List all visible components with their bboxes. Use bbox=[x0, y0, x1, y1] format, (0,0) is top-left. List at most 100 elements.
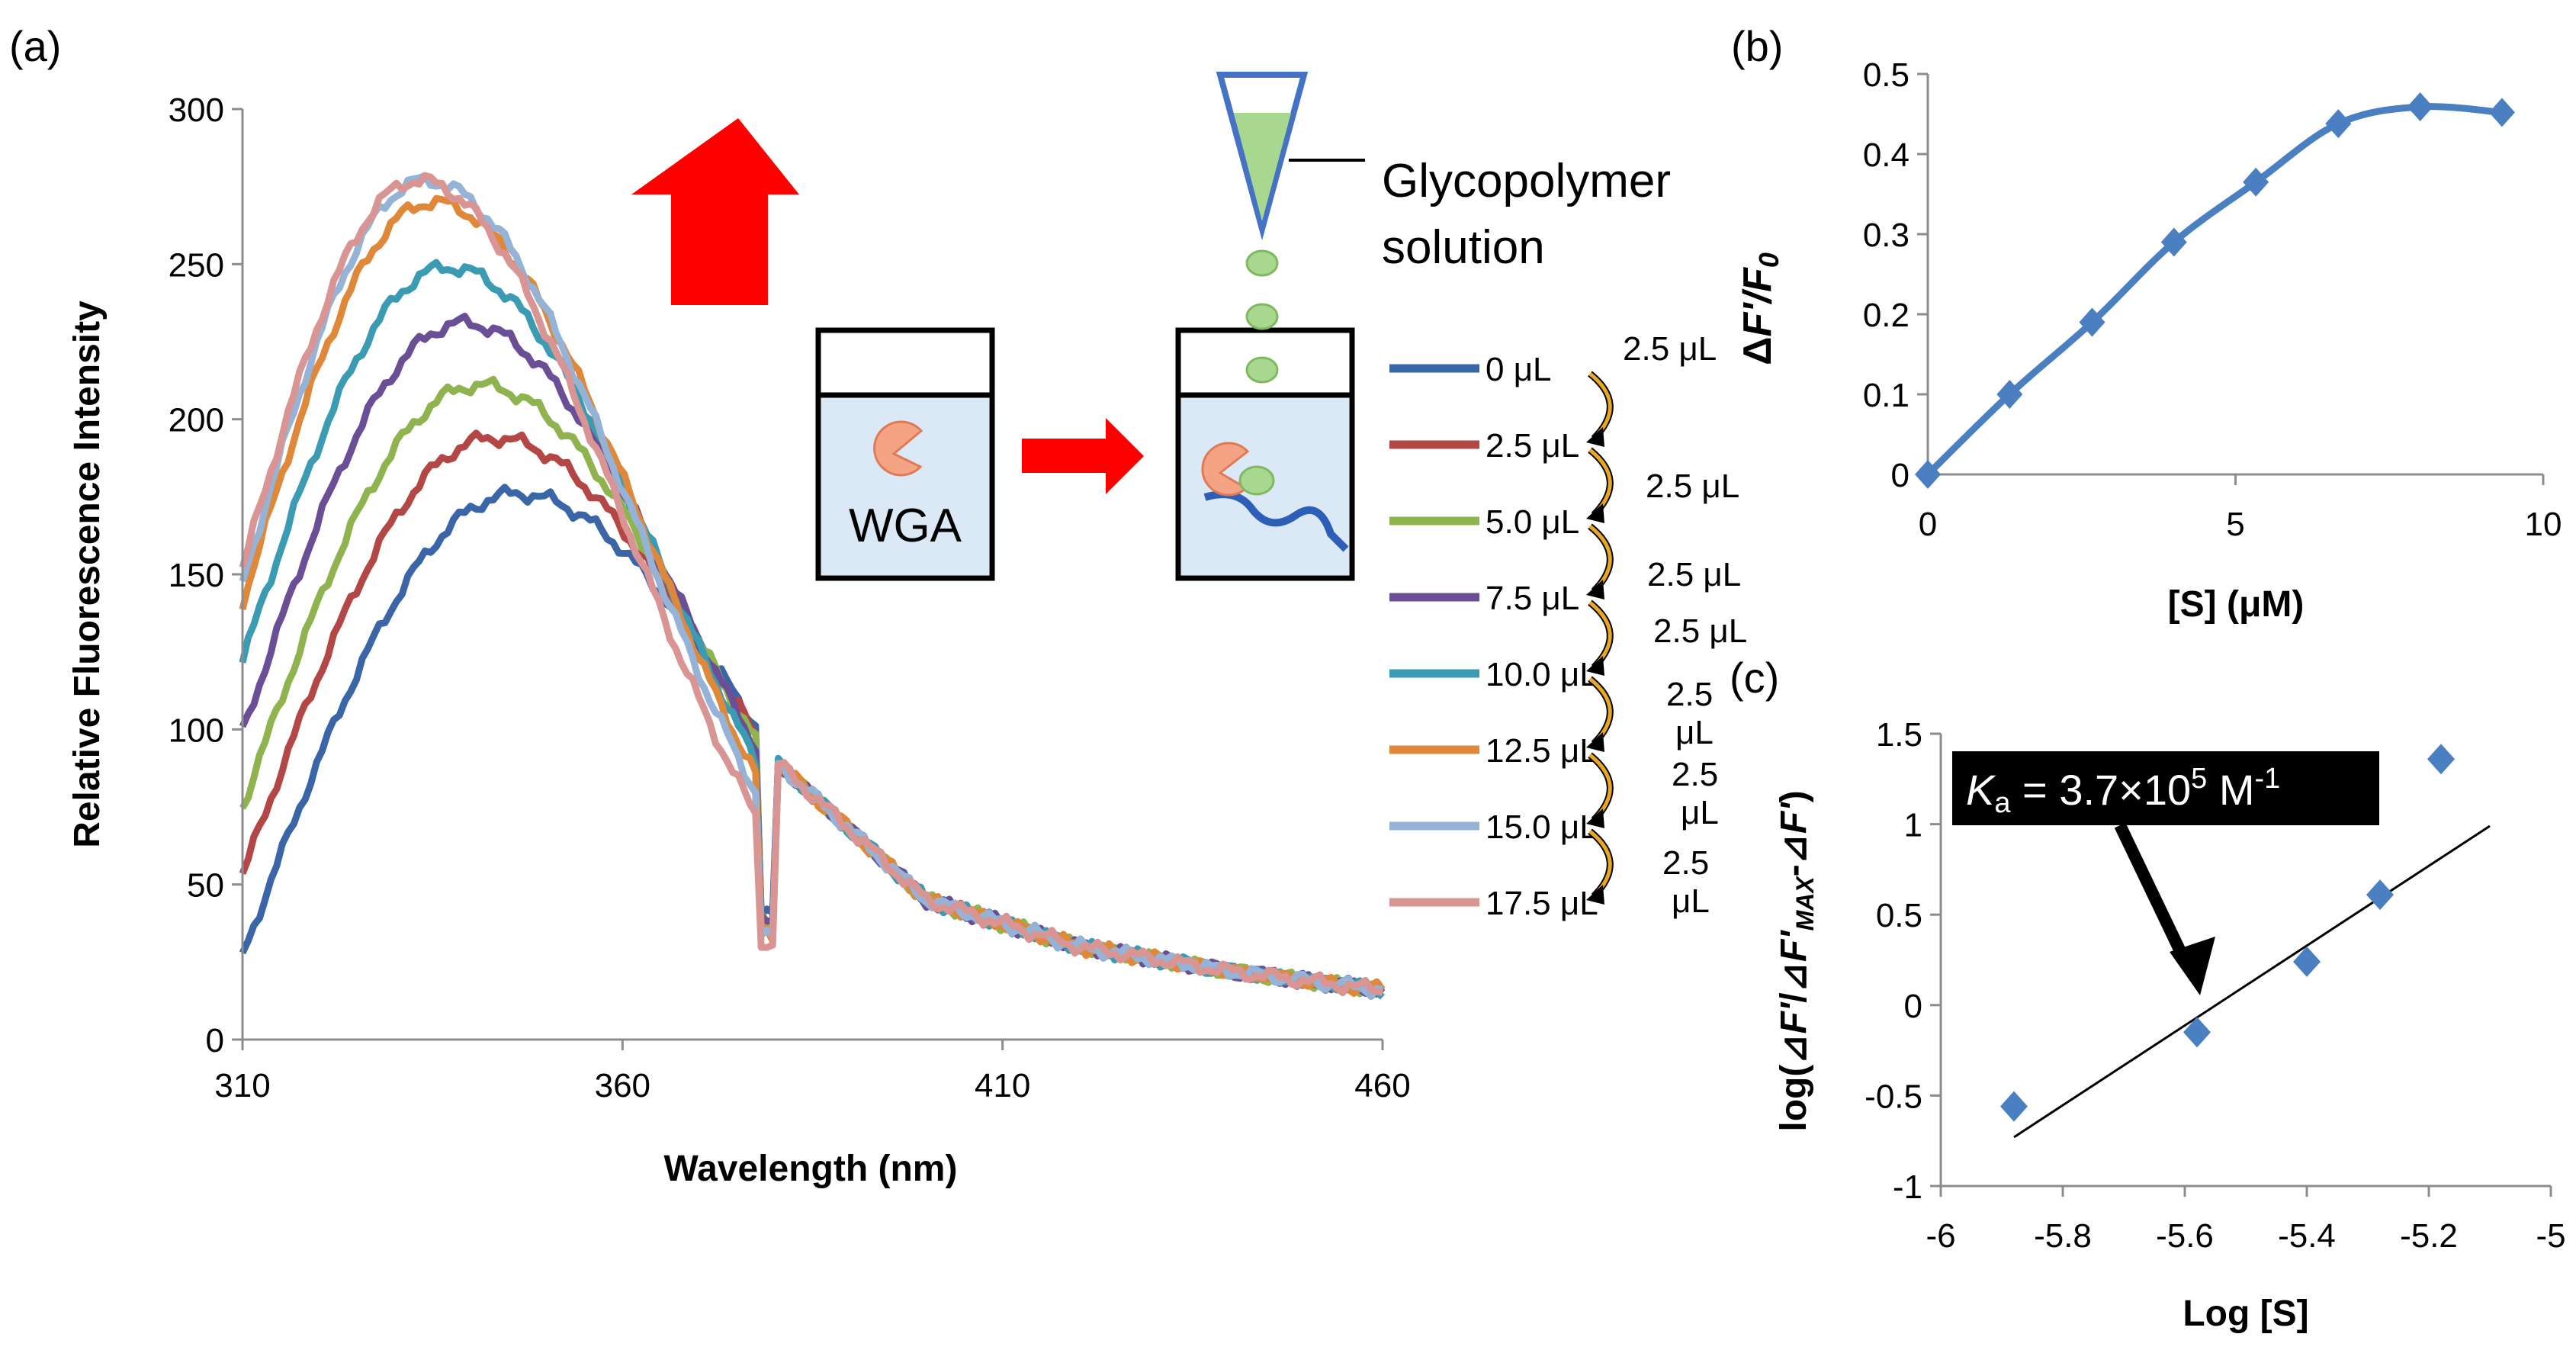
y-tick-label: 0 bbox=[1904, 988, 1922, 1025]
x-tick-label: -5.4 bbox=[2278, 1217, 2336, 1255]
drop-icon bbox=[1245, 356, 1279, 384]
legend-label: 0 μL bbox=[1486, 351, 1552, 388]
binding-point bbox=[2243, 167, 2269, 197]
x-axis-label: [S] (μM) bbox=[2168, 584, 2305, 625]
axis-ticks: 0 0.1 0.2 0.3 0.4 0.5 0 5 10 bbox=[1863, 56, 2562, 543]
y-tick-label: 0 bbox=[206, 1022, 224, 1059]
x-tick-label: 460 bbox=[1354, 1067, 1410, 1104]
log-plot-chart: -1 -0.5 0 0.5 1 1.5 -6 -5.8 -5.6 -5.4 -5.2 -5 Log [… bbox=[1774, 716, 2566, 1334]
step-label: 2.5 bbox=[1666, 676, 1713, 713]
y-tick-label: 0.2 bbox=[1863, 297, 1910, 334]
spectrum-line-7 bbox=[239, 172, 1384, 997]
x-tick-label: 10 bbox=[2525, 506, 2562, 543]
binding-curve-chart: 0 0.1 0.2 0.3 0.4 0.5 0 5 10 [S] (μM) ΔF'/F0 bbox=[1736, 56, 2562, 625]
y-tick-label: 250 bbox=[169, 246, 224, 284]
step-label: 2.5 μL bbox=[1653, 612, 1747, 650]
solution-label: solution bbox=[1382, 221, 1545, 274]
wga-protein-icon bbox=[873, 420, 923, 477]
y-tick-label: 300 bbox=[169, 92, 224, 129]
curved-arrowhead-icon bbox=[1586, 885, 1604, 905]
step-label: 2.5 μL bbox=[1647, 556, 1741, 593]
legend: 0 μL 2.5 μL 5.0 μL 7.5 μL 10.0 μL 12.5 μL 15.0… bbox=[1389, 351, 1598, 922]
x-tick-label: 360 bbox=[595, 1067, 650, 1104]
annotation-arrow bbox=[2114, 822, 2195, 972]
spectrum-line-6 bbox=[239, 172, 1383, 1000]
legend-label: 2.5 μL bbox=[1486, 427, 1579, 464]
panel-label-a: (a) bbox=[9, 22, 61, 70]
y-tick-label: 1.5 bbox=[1876, 716, 1922, 754]
drop-icon bbox=[1245, 249, 1279, 277]
log-point bbox=[2000, 1091, 2028, 1122]
increase-arrow-icon bbox=[631, 118, 799, 305]
step-label: 2.5 μL bbox=[1623, 330, 1717, 368]
log-point bbox=[2366, 879, 2394, 911]
log-point bbox=[2293, 946, 2321, 977]
x-axis-label: Log [S] bbox=[2183, 1294, 2308, 1334]
x-tick-label: 0 bbox=[1919, 506, 1937, 543]
y-tick-label: -1 bbox=[1893, 1168, 1922, 1206]
wga-bound-icon bbox=[1201, 442, 1250, 497]
panel-label-b: (b) bbox=[1731, 22, 1783, 70]
y-tick-label: 0 bbox=[1891, 457, 1910, 494]
spectrum-chart: 0 50 100 150 200 250 300 310 360 410 460 Wavelengt… bbox=[67, 72, 1747, 1189]
x-tick-label: -5 bbox=[2536, 1217, 2565, 1255]
legend-label: 10.0 μL bbox=[1486, 656, 1598, 693]
y-tick-label: 0.4 bbox=[1863, 137, 1910, 174]
ka-annotation-box bbox=[1952, 751, 2379, 825]
x-tick-label: 310 bbox=[214, 1067, 270, 1104]
legend-label: 15.0 μL bbox=[1486, 808, 1598, 846]
drop-icon bbox=[1245, 303, 1279, 330]
annotation-arrowhead-icon bbox=[2170, 937, 2215, 995]
y-tick-label: 100 bbox=[169, 712, 224, 749]
step-label: 2.5 μL bbox=[1646, 468, 1739, 505]
legend-label: 7.5 μL bbox=[1486, 580, 1579, 617]
step-label: μL bbox=[1672, 882, 1710, 920]
cuvette-before: WGA bbox=[815, 327, 995, 581]
y-tick-label: 0.5 bbox=[1876, 897, 1922, 934]
ka-annotation: Ka = 3.7×105 M-1 bbox=[1966, 763, 2280, 819]
y-axis-label: log(⊿F'/⊿F'MAX-⊿F') bbox=[1774, 790, 1819, 1131]
spectrum-curves bbox=[239, 172, 1386, 1000]
x-tick-label: -5.6 bbox=[2156, 1217, 2214, 1255]
curved-arrowhead-icon bbox=[1586, 503, 1604, 523]
step-label: μL bbox=[1681, 794, 1719, 831]
x-tick-label: -5.8 bbox=[2034, 1217, 2092, 1255]
binding-point bbox=[1915, 460, 1941, 489]
binding-point bbox=[2325, 109, 2352, 139]
legend-label: 17.5 μL bbox=[1486, 885, 1598, 922]
glycopolymer-label: Glycopolymer bbox=[1382, 155, 1671, 207]
axis-ticks: -1 -0.5 0 0.5 1 1.5 -6 -5.8 -5.6 -5.4 -5.2 -5 bbox=[1865, 716, 2565, 1255]
x-tick-label: -5.2 bbox=[2400, 1217, 2458, 1255]
y-tick-label: 0.3 bbox=[1863, 217, 1910, 254]
step-label: μL bbox=[1675, 714, 1714, 751]
sugar-bound-icon bbox=[1238, 465, 1275, 496]
y-tick-label: 0.1 bbox=[1863, 377, 1910, 414]
binding-series bbox=[1915, 92, 2515, 489]
y-tick-label: 1 bbox=[1904, 807, 1922, 844]
legend-label: 12.5 μL bbox=[1486, 732, 1598, 770]
panel-label-c: (c) bbox=[1730, 654, 1779, 702]
pipette-icon bbox=[1216, 72, 1365, 384]
axis-ticks: 0 50 100 150 200 250 300 310 360 410 460 bbox=[169, 92, 1411, 1104]
spectrum-line-4 bbox=[239, 259, 1385, 1000]
fit-line bbox=[2013, 824, 2491, 1139]
curved-arrowhead-icon bbox=[1586, 808, 1604, 828]
legend-label: 5.0 μL bbox=[1486, 503, 1579, 541]
y-axis-label: Relative Fluorescence Intensity bbox=[67, 301, 108, 848]
x-tick-label: -6 bbox=[1926, 1217, 1955, 1255]
curved-arrowhead-icon bbox=[1586, 656, 1604, 676]
y-tick-label: 0.5 bbox=[1863, 56, 1910, 94]
right-arrow-icon bbox=[1022, 418, 1144, 494]
binding-line bbox=[1925, 103, 2503, 477]
log-point bbox=[2183, 1017, 2211, 1048]
binding-point bbox=[2488, 98, 2515, 127]
binding-point bbox=[2160, 227, 2187, 257]
y-tick-label: 50 bbox=[187, 867, 224, 905]
wga-label: WGA bbox=[849, 500, 962, 552]
binding-point bbox=[1996, 380, 2023, 409]
spectrum-line-5 bbox=[239, 194, 1386, 997]
y-tick-label: 150 bbox=[169, 557, 224, 594]
binding-point bbox=[2079, 307, 2105, 337]
